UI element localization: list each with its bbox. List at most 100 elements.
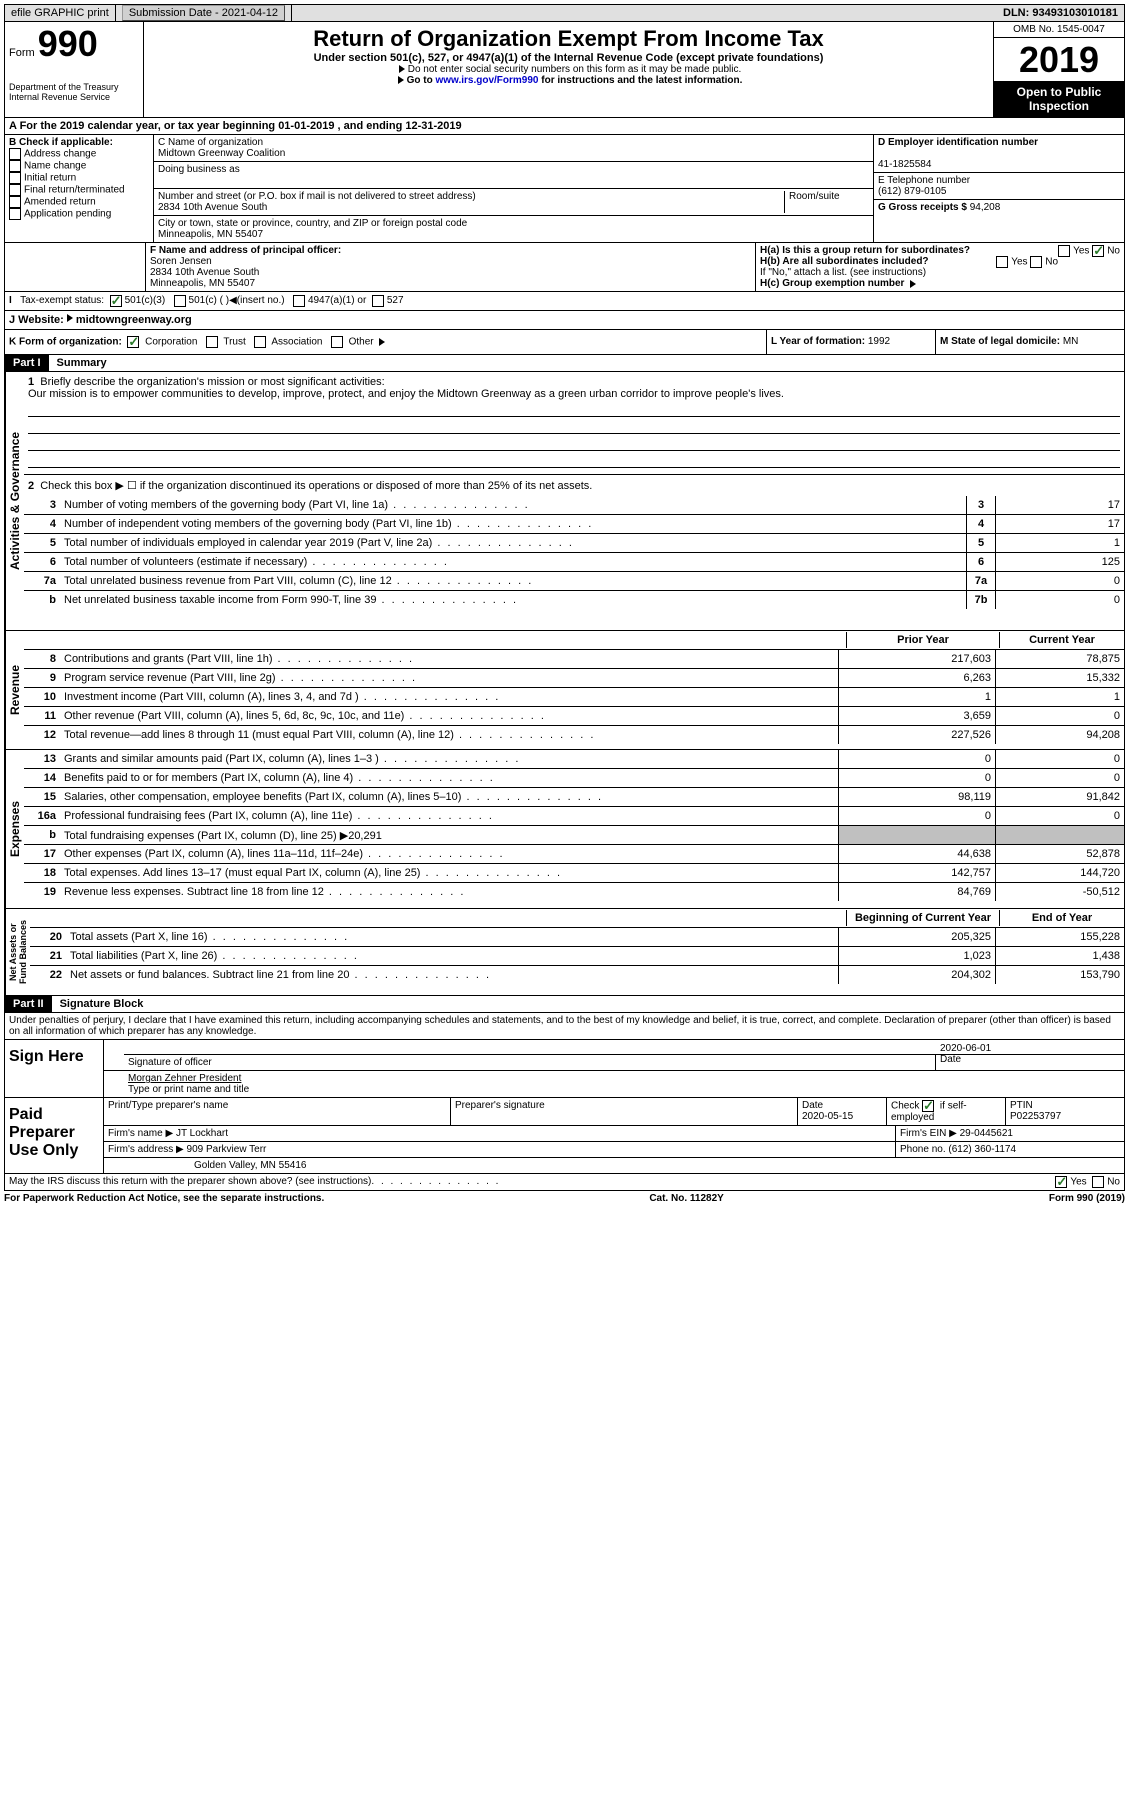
sig-date-value: 2020-06-01 [940,1043,1120,1054]
firm-phone: (612) 360-1174 [948,1144,1016,1155]
summary-line: 10Investment income (Part VIII, column (… [24,688,1124,707]
discuss-label: May the IRS discuss this return with the… [9,1176,371,1188]
form-subtitle: Under section 501(c), 527, or 4947(a)(1)… [148,52,989,64]
hb-no-checkbox[interactable] [1030,256,1042,268]
mission-text: Our mission is to empower communities to… [28,388,784,400]
prep-date: 2020-05-15 [802,1111,853,1122]
street-address: 2834 10th Avenue South [158,202,267,213]
hb-label: H(b) Are all subordinates included? [760,256,929,267]
arrow-icon [399,65,405,73]
arrow-icon [398,76,404,84]
phone-label: E Telephone number [878,175,970,186]
checkbox-pending[interactable] [9,208,21,220]
checkbox-address-change[interactable] [9,148,21,160]
checkbox-name-change[interactable] [9,160,21,172]
sign-here-label: Sign Here [5,1040,104,1097]
ha-yes-checkbox[interactable] [1058,245,1070,257]
summary-line: 3Number of voting members of the governi… [24,496,1124,515]
footer-right: Form 990 (2019) [1049,1193,1125,1204]
discuss-no-checkbox[interactable] [1092,1176,1104,1188]
4947-checkbox[interactable] [293,295,305,307]
other-checkbox[interactable] [331,336,343,348]
form-header: Form 990 Department of the Treasury Inte… [4,22,1125,118]
summary-line: 17Other expenses (Part IX, column (A), l… [24,845,1124,864]
checkbox-final-return[interactable] [9,184,21,196]
dept-label: Department of the Treasury Internal Reve… [9,82,139,102]
section-b: B Check if applicable: Address change Na… [5,135,154,242]
summary-line: bNet unrelated business taxable income f… [24,591,1124,609]
inspection-badge: Open to Public Inspection [994,81,1124,117]
org-name-label: C Name of organization [158,137,263,148]
summary-line: 5Total number of individuals employed in… [24,534,1124,553]
tax-year: 2019 [994,38,1124,81]
discuss-yes-checkbox[interactable] [1055,1176,1067,1188]
paid-preparer-label: Paid Preparer Use Only [5,1098,104,1173]
summary-line: 14Benefits paid to or for members (Part … [24,769,1124,788]
summary-line: 13Grants and similar amounts paid (Part … [24,750,1124,769]
corp-checkbox[interactable] [127,336,139,348]
ha-no-checkbox[interactable] [1092,245,1104,257]
signature-block: Under penalties of perjury, I declare th… [4,1013,1125,1191]
state-domicile: MN [1063,336,1079,347]
summary-line: 15Salaries, other compensation, employee… [24,788,1124,807]
summary-line: 20Total assets (Part X, line 16)205,3251… [30,928,1124,947]
top-bar: efile GRAPHIC print Submission Date - 20… [4,4,1125,22]
ptin-value: P02253797 [1010,1111,1061,1122]
firm-addr: 909 Parkview Terr [187,1144,267,1155]
assoc-checkbox[interactable] [254,336,266,348]
arrow-icon [379,338,385,346]
expenses-label: Expenses [5,750,24,908]
note1: Do not enter social security numbers on … [408,64,741,75]
summary-line: 22Net assets or fund balances. Subtract … [30,966,1124,984]
firm-ein: 29-0445621 [960,1128,1013,1139]
revenue-section: Revenue Prior Year Current Year 8Contrib… [4,631,1125,750]
phone-value: (612) 879-0105 [878,186,946,197]
officer-city: Minneapolis, MN 55407 [150,278,255,289]
501c-checkbox[interactable] [174,295,186,307]
year-formation: 1992 [868,336,890,347]
netassets-section: Net Assets or Fund Balances Beginning of… [4,909,1125,996]
summary-line: 16aProfessional fundraising fees (Part I… [24,807,1124,826]
sig-officer-label: Signature of officer [128,1057,212,1068]
summary-line: 11Other revenue (Part VIII, column (A), … [24,707,1124,726]
website-row: J Website: midtowngreenway.org [4,311,1125,330]
checkbox-initial-return[interactable] [9,172,21,184]
527-checkbox[interactable] [372,295,384,307]
hb-yes-checkbox[interactable] [996,256,1008,268]
gross-label: G Gross receipts $ [878,202,967,213]
submission-date-button[interactable]: Submission Date - 2021-04-12 [122,5,285,21]
irs-link[interactable]: www.irs.gov/Form990 [435,75,538,86]
dba-label: Doing business as [158,164,240,175]
part1-header: Part I Summary [4,355,1125,372]
room-label: Room/suite [789,191,840,202]
501c3-checkbox[interactable] [110,295,122,307]
officer-name: Soren Jensen [150,256,212,267]
self-employed-checkbox[interactable] [922,1100,934,1112]
city-label: City or town, state or province, country… [158,218,467,229]
dln-label: DLN: 93493103010181 [997,5,1124,21]
summary-line: 19Revenue less expenses. Subtract line 1… [24,883,1124,901]
tax-status-row: I Tax-exempt status: 501(c)(3) 501(c) ( … [4,292,1125,311]
officer-name-title: Morgan Zehner President [128,1073,241,1084]
addr-label: Number and street (or P.O. box if mail i… [158,191,476,202]
website-url[interactable]: midtowngreenway.org [76,314,192,326]
entity-info-grid: B Check if applicable: Address change Na… [4,135,1125,243]
revenue-label: Revenue [5,631,24,749]
checkbox-amended[interactable] [9,196,21,208]
footer-center: Cat. No. 11282Y [649,1193,723,1204]
summary-line: 18Total expenses. Add lines 13–17 (must … [24,864,1124,883]
sig-date-label: Date [940,1054,961,1065]
officer-addr: 2834 10th Avenue South [150,267,259,278]
efile-label: efile GRAPHIC print [5,5,116,21]
part2-header: Part II Signature Block [4,996,1125,1013]
hc-label: H(c) Group exemption number [760,278,904,289]
org-name: Midtown Greenway Coalition [158,148,285,159]
end-year-header: End of Year [999,910,1124,926]
ha-label: H(a) Is this a group return for subordin… [760,245,970,256]
hb-note: If "No," attach a list. (see instruction… [760,267,1120,278]
trust-checkbox[interactable] [206,336,218,348]
prior-year-header: Prior Year [846,632,999,648]
summary-line: 21Total liabilities (Part X, line 26)1,0… [30,947,1124,966]
firm-city: Golden Valley, MN 55416 [194,1160,306,1171]
begin-year-header: Beginning of Current Year [846,910,999,926]
